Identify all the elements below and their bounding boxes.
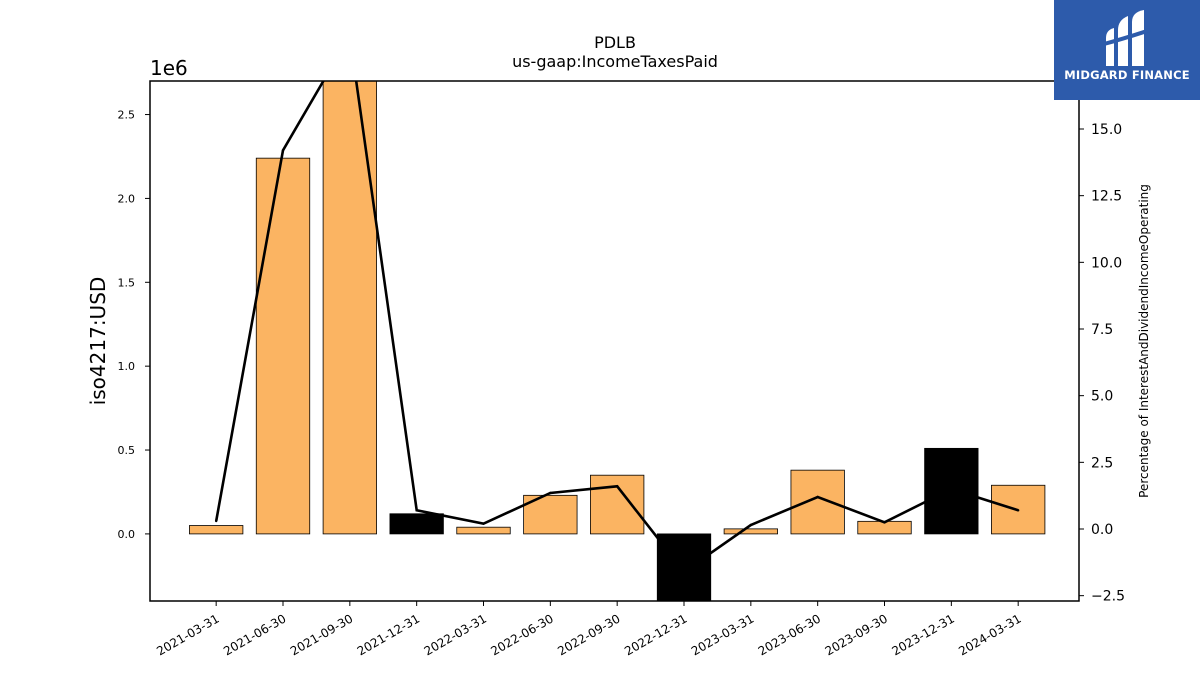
y-tick-label: 1.5 [118,276,136,289]
chart-subtitle: us-gaap:IncomeTaxesPaid [512,52,718,71]
y2-tick-label: 15.0 [1091,122,1122,138]
x-tick-label: 2022-03-31 [422,611,489,658]
bar-2023-12-31 [924,447,979,535]
bar-2021-03-31 [189,525,244,535]
bar-2021-06-30 [255,157,311,535]
y-offset-label: 1e6 [150,56,188,80]
y2-tick-label: 7.5 [1091,322,1113,338]
chart-title: PDLB [594,33,636,52]
line-point-2024-03-31 [1016,509,1020,512]
x-tick-label: 2022-09-30 [555,611,622,658]
y-tick-label: 2.5 [118,109,136,122]
y2-tick-label: 10.0 [1091,255,1122,271]
bar-2022-09-30 [590,474,645,535]
line-point-2023-09-30 [883,521,886,524]
y2-tick-label: −2.5 [1091,589,1125,605]
x-tick-label: 2023-03-31 [689,611,756,658]
bar-2021-12-31 [389,513,444,535]
line-point-2021-03-31 [214,519,218,523]
midgard-logo-icon [1103,10,1151,66]
y-tick-label: 0.5 [118,444,136,457]
y2-axis-label: Percentage of InterestAndDividendIncomeO… [1137,184,1151,498]
line-point-2022-12-31 [682,570,686,573]
bar-2023-06-30 [790,469,845,535]
x-tick-label: 2021-09-30 [288,611,355,658]
y-tick-label: 1.0 [118,360,136,373]
y2-tick-label: 0.0 [1091,522,1113,538]
bar-2023-03-31 [723,528,778,535]
x-tick-label: 2023-12-31 [889,611,956,658]
x-tick-label: 2023-09-30 [823,611,890,658]
bar-2022-03-31 [456,526,511,535]
line-point-2023-03-31 [749,523,753,527]
line-point-2022-03-31 [482,522,485,525]
line-point-2021-06-30 [281,149,285,152]
bar-2021-09-30 [322,81,377,535]
y-tick-label: 2.0 [118,192,136,205]
plot-frame [149,80,1080,602]
x-tick-label: 2024-03-31 [956,611,1023,658]
x-tick-label: 2023-06-30 [756,611,823,658]
y2-tick-label: 2.5 [1091,455,1113,471]
plot-area [189,34,1046,601]
y2-tick-label: 12.5 [1091,189,1122,205]
x-tick-label: 2021-12-31 [355,611,422,658]
y2-tick-label: 5.0 [1091,389,1113,405]
y-tick-label: 0.0 [118,528,136,541]
x-tick-label: 2022-12-31 [622,611,689,658]
y-axis-label: iso4217:USD [86,277,110,406]
x-tick-label: 2022-06-30 [488,611,555,658]
line-point-2021-09-30 [349,34,351,36]
logo-text: MIDGARD FINANCE [1064,68,1190,82]
line-point-2021-12-31 [415,509,418,512]
line-point-2023-06-30 [816,495,819,499]
line-point-2023-12-31 [950,487,953,491]
midgard-finance-logo: MIDGARD FINANCE [1054,0,1200,100]
line-point-2022-09-30 [615,485,619,488]
x-tick-label: 2021-06-30 [221,611,288,658]
bar-2022-12-31 [656,533,712,601]
x-tick-label: 2021-03-31 [154,611,221,658]
line-point-2022-06-30 [549,491,552,495]
